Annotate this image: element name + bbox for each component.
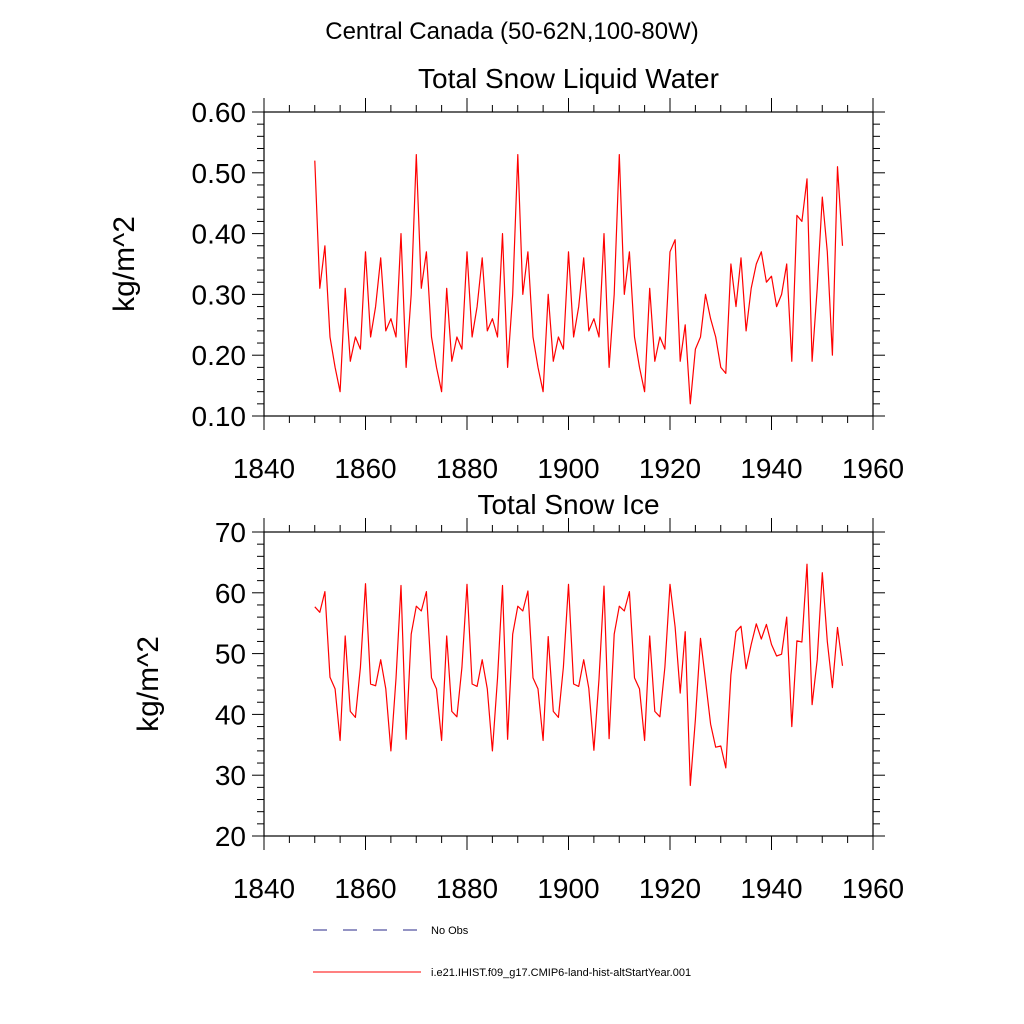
x-tick-label: 1920 (639, 453, 701, 484)
y-tick-label: 60 (215, 578, 246, 609)
x-tick-label: 1940 (740, 453, 802, 484)
x-tick-label: 1860 (334, 453, 396, 484)
y-tick-label: 20 (215, 821, 246, 852)
x-tick-label: 1840 (233, 873, 295, 904)
y-tick-label: 70 (215, 517, 246, 548)
y-tick-label: 50 (215, 639, 246, 670)
x-tick-label: 1880 (436, 873, 498, 904)
y-tick-label: 30 (215, 760, 246, 791)
y-tick-label: 40 (215, 699, 246, 730)
plot-title: Total Snow Ice (477, 489, 659, 520)
y-tick-label: 0.50 (192, 158, 247, 189)
plot-title: Total Snow Liquid Water (418, 63, 719, 94)
x-tick-label: 1900 (537, 453, 599, 484)
page-title: Central Canada (50-62N,100-80W) (325, 18, 699, 45)
legend-label: No Obs (431, 925, 469, 937)
snow-liquid-water-plot: Total Snow Liquid Water 1840 1860 1880 1900 1… (108, 63, 904, 484)
plot-frame (263, 111, 874, 417)
plot-frame (263, 531, 874, 837)
series-line (314, 154, 844, 405)
x-tick-label: 1880 (436, 453, 498, 484)
legend-label: i.e21.IHIST.f09_g17.CMIP6-land-hist-altS… (431, 967, 691, 979)
series-line (314, 563, 844, 787)
y-axis-label: kg/m^2 (108, 216, 141, 312)
y-tick-label: 0.20 (192, 340, 247, 371)
y-tick-label: 0.40 (192, 219, 247, 250)
x-tick-label: 1960 (842, 453, 904, 484)
legend: No Obs i.e21.IHIST.f09_g17.CMIP6-land-his… (313, 925, 691, 979)
y-tick-label: 0.30 (192, 279, 247, 310)
x-tick-label: 1900 (537, 873, 599, 904)
y-tick-label: 0.10 (192, 401, 247, 432)
snow-ice-plot: Total Snow Ice 1840 1860 1880 1900 1920 1940 19… (132, 489, 904, 904)
x-tick-label: 1960 (842, 873, 904, 904)
x-tick-label: 1920 (639, 873, 701, 904)
y-axis-label: kg/m^2 (132, 636, 165, 732)
x-tick-label: 1840 (233, 453, 295, 484)
x-tick-label: 1940 (740, 873, 802, 904)
y-tick-label: 0.60 (192, 97, 247, 128)
x-tick-label: 1860 (334, 873, 396, 904)
